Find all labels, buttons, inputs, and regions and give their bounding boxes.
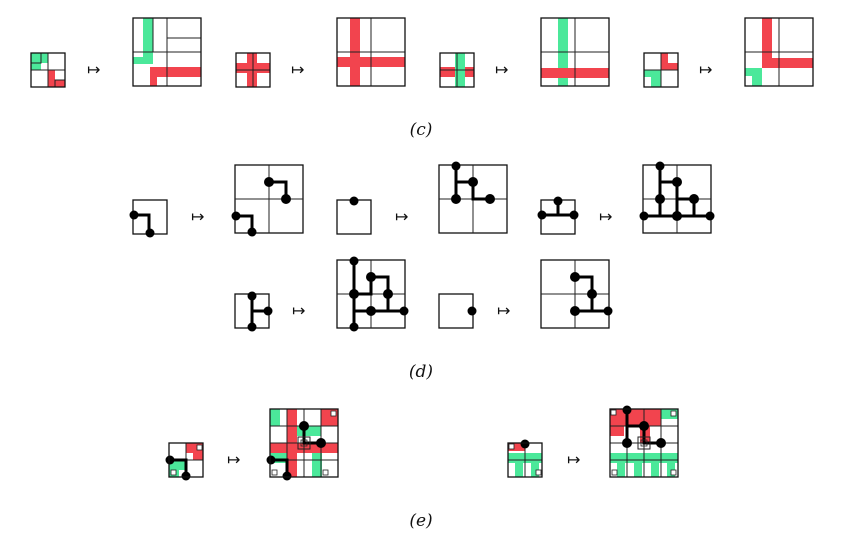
maps-to-arrow: ↦ <box>87 60 100 79</box>
rule-d3-source-tile <box>537 196 579 235</box>
rule-d5-result-tile <box>540 259 613 329</box>
rule-e1-result-tile <box>266 408 339 481</box>
rule-e1-source-tile <box>165 442 204 481</box>
maps-to-arrow: ↦ <box>291 60 304 79</box>
caption-c: (c) <box>410 120 433 140</box>
maps-to-arrow: ↦ <box>699 60 712 79</box>
rule-d3-result-tile <box>639 161 715 234</box>
rule-d2-result-tile <box>438 161 508 234</box>
maps-to-arrow: ↦ <box>567 450 580 469</box>
row-c: ↦ ↦ <box>30 17 814 140</box>
maps-to-arrow: ↦ <box>395 207 408 226</box>
maps-to-arrow: ↦ <box>191 207 204 226</box>
rule-c4-source-tile <box>643 52 679 88</box>
rule-d2-source-tile <box>336 196 372 235</box>
rule-d2: ↦ <box>336 161 508 235</box>
maps-to-arrow: ↦ <box>495 60 508 79</box>
rule-c2-source-tile <box>235 52 271 88</box>
rule-d1-source-tile <box>129 199 168 238</box>
caption-e: (e) <box>409 511 432 531</box>
maps-to-arrow: ↦ <box>599 207 612 226</box>
rule-d3: ↦ <box>537 161 715 235</box>
rule-d5-source-tile <box>438 293 477 329</box>
rule-e1: ↦ <box>165 408 339 481</box>
rule-d5: ↦ <box>438 259 613 329</box>
rule-c4: ↦ <box>643 17 814 88</box>
rule-d4: ↦ <box>234 256 409 332</box>
rule-e2-result-tile <box>609 405 679 478</box>
rule-c1-source-tile <box>30 52 66 88</box>
row-d: ↦ ↦ <box>129 161 715 382</box>
rule-c3: ↦ <box>439 17 610 88</box>
rule-d4-result-tile <box>336 256 409 332</box>
rule-c4-result-tile <box>744 17 814 87</box>
rule-e2: ↦ <box>507 405 679 478</box>
rule-d4-source-tile <box>234 291 273 332</box>
row-e: ↦ <box>165 405 679 531</box>
rule-d1: ↦ <box>129 164 304 238</box>
rule-d1-result-tile <box>231 164 304 237</box>
maps-to-arrow: ↦ <box>292 301 305 320</box>
rule-c3-result-tile <box>540 17 610 87</box>
rule-c3-source-tile <box>439 52 475 88</box>
rule-c1: ↦ <box>30 17 202 88</box>
maps-to-arrow: ↦ <box>227 450 240 469</box>
rule-c1-result-tile <box>132 17 202 87</box>
rule-e2-source-tile <box>507 439 543 478</box>
rule-c2-result-tile <box>336 17 406 87</box>
caption-d: (d) <box>409 362 433 382</box>
maps-to-arrow: ↦ <box>497 301 510 320</box>
rule-c2: ↦ <box>235 17 406 88</box>
